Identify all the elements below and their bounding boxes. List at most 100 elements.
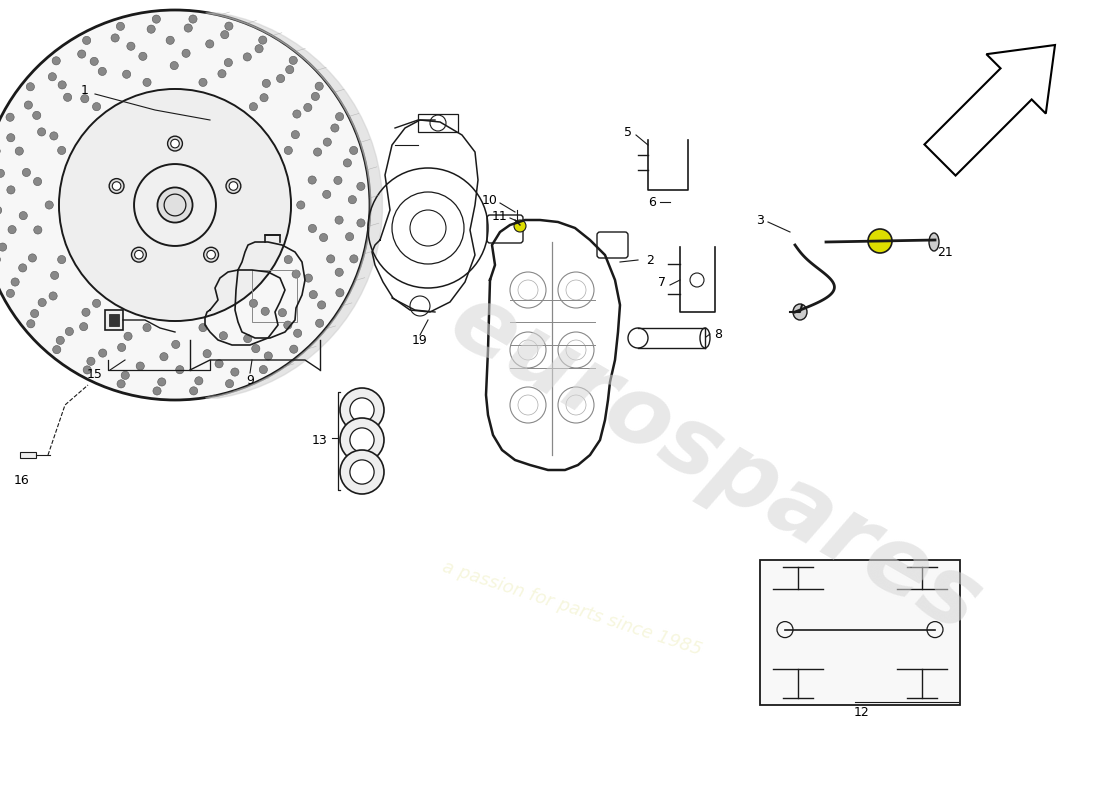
Circle shape	[7, 134, 15, 142]
Circle shape	[250, 299, 257, 307]
Circle shape	[514, 220, 526, 232]
Circle shape	[121, 371, 130, 379]
Circle shape	[226, 379, 233, 388]
Circle shape	[340, 418, 384, 462]
Circle shape	[289, 345, 298, 354]
Text: 9: 9	[246, 374, 254, 386]
Circle shape	[117, 22, 124, 30]
Circle shape	[64, 94, 72, 102]
Circle shape	[58, 81, 66, 89]
Circle shape	[294, 329, 301, 338]
Circle shape	[868, 229, 892, 253]
Circle shape	[345, 233, 354, 241]
Circle shape	[98, 67, 107, 75]
Circle shape	[0, 206, 2, 214]
Circle shape	[336, 113, 343, 121]
Circle shape	[350, 255, 358, 263]
Circle shape	[92, 102, 101, 110]
Circle shape	[218, 70, 227, 78]
Circle shape	[109, 178, 124, 194]
Circle shape	[343, 159, 352, 167]
Circle shape	[340, 388, 384, 432]
Circle shape	[189, 15, 197, 23]
Circle shape	[51, 271, 58, 279]
Text: 11: 11	[492, 210, 508, 223]
Circle shape	[24, 101, 33, 109]
Circle shape	[48, 73, 56, 81]
Circle shape	[56, 336, 65, 345]
Circle shape	[45, 201, 53, 209]
Circle shape	[262, 79, 271, 87]
Circle shape	[340, 450, 384, 494]
Bar	[252, 270, 297, 322]
Circle shape	[78, 50, 86, 58]
Circle shape	[80, 94, 89, 102]
Circle shape	[311, 92, 319, 101]
Circle shape	[22, 168, 31, 177]
Circle shape	[308, 176, 317, 184]
Circle shape	[152, 15, 161, 23]
Circle shape	[11, 278, 19, 286]
Text: 8: 8	[714, 327, 722, 341]
Circle shape	[331, 124, 339, 132]
Text: eurospares: eurospares	[433, 274, 997, 654]
Circle shape	[315, 82, 323, 90]
Circle shape	[126, 42, 135, 50]
Text: 21: 21	[937, 246, 953, 258]
Circle shape	[112, 182, 121, 190]
Circle shape	[260, 366, 267, 374]
Circle shape	[134, 250, 143, 259]
Circle shape	[305, 274, 312, 282]
Bar	[418, 114, 458, 132]
Circle shape	[350, 146, 358, 154]
Circle shape	[221, 30, 229, 38]
Circle shape	[0, 10, 370, 400]
Circle shape	[15, 147, 23, 155]
Circle shape	[122, 70, 131, 78]
Text: a passion for parts since 1985: a passion for parts since 1985	[440, 558, 704, 658]
Circle shape	[308, 224, 317, 233]
Circle shape	[31, 310, 38, 318]
Circle shape	[8, 226, 16, 234]
Circle shape	[19, 264, 26, 272]
Circle shape	[350, 460, 374, 484]
Circle shape	[170, 139, 179, 148]
Circle shape	[167, 136, 183, 151]
Circle shape	[322, 190, 331, 198]
Circle shape	[166, 36, 174, 44]
Circle shape	[206, 40, 213, 48]
Circle shape	[204, 350, 211, 358]
Circle shape	[284, 146, 293, 154]
Circle shape	[286, 66, 294, 74]
Circle shape	[57, 255, 66, 264]
Circle shape	[157, 378, 166, 386]
Circle shape	[309, 290, 318, 298]
Circle shape	[297, 201, 305, 209]
Circle shape	[333, 176, 342, 185]
Circle shape	[336, 289, 344, 297]
Text: 3: 3	[756, 214, 763, 226]
Circle shape	[7, 186, 15, 194]
Circle shape	[182, 50, 190, 58]
Circle shape	[37, 128, 46, 136]
Circle shape	[160, 353, 168, 361]
Circle shape	[19, 211, 28, 220]
Circle shape	[39, 298, 46, 306]
Circle shape	[224, 58, 232, 66]
Circle shape	[214, 360, 223, 368]
Circle shape	[7, 290, 14, 298]
Circle shape	[323, 138, 331, 146]
Circle shape	[255, 45, 263, 53]
Circle shape	[276, 74, 285, 82]
Circle shape	[118, 343, 125, 351]
Circle shape	[134, 164, 216, 246]
Circle shape	[184, 24, 192, 32]
Circle shape	[356, 182, 365, 190]
Circle shape	[172, 340, 180, 349]
Circle shape	[292, 130, 299, 138]
Circle shape	[143, 323, 151, 332]
Circle shape	[87, 357, 95, 366]
Circle shape	[6, 113, 14, 122]
Text: 13: 13	[312, 434, 328, 446]
Circle shape	[318, 301, 326, 309]
